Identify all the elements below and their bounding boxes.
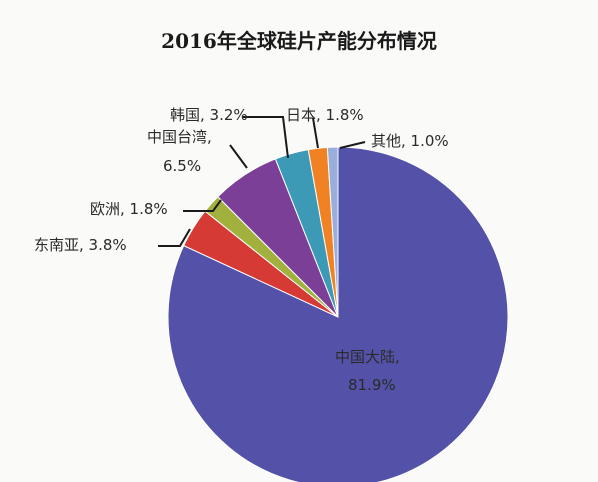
leader-line-japan	[312, 117, 319, 149]
chart-title: 2016年全球硅片产能分布情况	[161, 29, 437, 53]
leader-line-taiwan	[229, 144, 248, 169]
pie-slices	[167, 146, 509, 482]
label-europe: 欧洲, 1.8%	[90, 200, 168, 218]
label-korea: 韩国, 3.2%	[170, 106, 248, 124]
pie-slice-other	[326, 146, 339, 318]
label-taiwan-pct: 6.5%	[163, 157, 201, 175]
label-japan: 日本, 1.8%	[286, 106, 364, 124]
label-mainland-name: 中国大陆,	[335, 348, 400, 366]
leader-line-korea	[243, 116, 289, 159]
leader-line-other	[339, 141, 366, 149]
label-taiwan-name: 中国台湾,	[147, 128, 212, 146]
leader-line-sea	[158, 228, 191, 247]
label-sea: 东南亚, 3.8%	[34, 236, 127, 254]
label-mainland-pct: 81.9%	[348, 376, 396, 394]
pie-slice-mainland	[167, 146, 509, 482]
leader-line-europe	[183, 199, 222, 212]
label-other: 其他, 1.0%	[371, 132, 449, 150]
